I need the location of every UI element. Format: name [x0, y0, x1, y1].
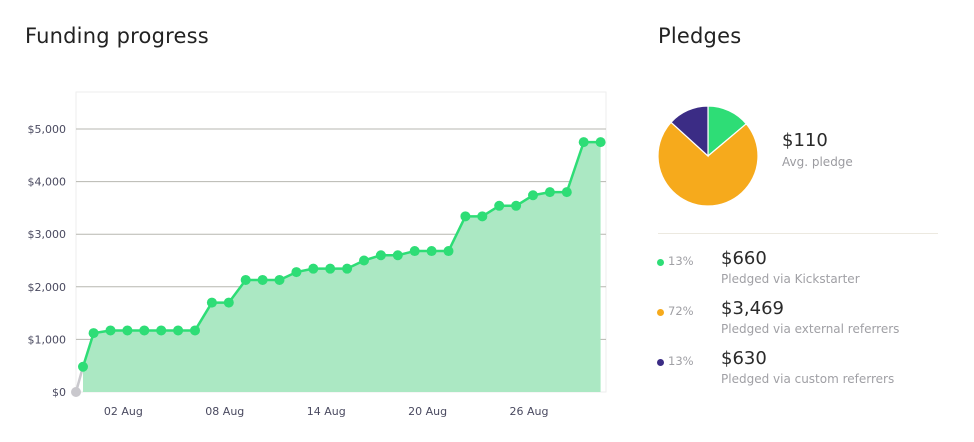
legend-dot-icon [657, 259, 664, 266]
pie-slice [670, 105, 709, 158]
data-point [392, 250, 403, 261]
pledge-label: Pledged via external referrers [721, 322, 900, 336]
pledge-amount: $630 [721, 348, 767, 369]
data-point [139, 325, 150, 336]
data-point [359, 255, 369, 266]
x-tick-label: 20 Aug [408, 405, 447, 418]
data-point [578, 137, 589, 148]
data-point [325, 263, 336, 274]
pledge-percent: 72% [668, 304, 694, 318]
y-tick-label: $4,000 [28, 176, 67, 189]
data-point [291, 267, 302, 278]
data-point [544, 187, 555, 198]
data-point [561, 187, 572, 198]
data-point [122, 325, 133, 336]
data-point [511, 200, 522, 211]
pledge-label: Pledged via Kickstarter [721, 272, 860, 286]
data-point [342, 263, 353, 274]
data-point [78, 361, 88, 372]
pledge-row-external: 72% $3,469 Pledged via external referrer… [657, 290, 957, 340]
y-tick-label: $0 [52, 386, 66, 399]
funding-chart: $0 $1,000 $2,000 $3,000 $4,000 $5,000 02 Aug 08… [28, 91, 607, 418]
data-point [477, 211, 488, 222]
data-point [223, 297, 234, 308]
divider [658, 233, 938, 234]
data-point [528, 190, 538, 201]
data-point [156, 325, 167, 336]
data-point [257, 274, 268, 285]
data-point [105, 325, 116, 336]
data-point [308, 263, 319, 274]
pledge-amount: $660 [721, 248, 767, 269]
area-fill [83, 142, 601, 392]
data-point [206, 297, 217, 308]
avg-pledge-value: $110 [782, 130, 828, 151]
legend-dot-icon [657, 309, 664, 316]
x-tick-label: 26 Aug [510, 405, 549, 418]
data-point [190, 325, 200, 336]
x-tick-label: 02 Aug [104, 405, 143, 418]
pledge-row-kickstarter: 13% $660 Pledged via Kickstarter [657, 240, 957, 290]
pledges-title: Pledges [658, 24, 742, 48]
data-point [274, 274, 285, 285]
x-tick-label: 14 Aug [307, 405, 346, 418]
pledge-label: Pledged via custom referrers [721, 372, 895, 386]
y-tick-label: $2,000 [28, 281, 67, 294]
data-point [426, 246, 437, 257]
data-point [88, 328, 99, 339]
data-point [443, 246, 454, 257]
data-point [494, 200, 505, 211]
data-point [240, 274, 251, 285]
y-tick-label: $3,000 [28, 228, 67, 241]
pledges-pie-chart [657, 105, 759, 207]
legend-dot-icon [657, 359, 664, 366]
pledge-percent: 13% [668, 254, 694, 268]
avg-pledge-label: Avg. pledge [782, 155, 853, 169]
funding-title: Funding progress [25, 24, 209, 48]
pledge-row-custom: 13% $630 Pledged via custom referrers [657, 340, 957, 390]
pie-slice [657, 121, 759, 207]
pledge-percent: 13% [668, 354, 694, 368]
data-point [409, 246, 420, 257]
y-tick-label: $1,000 [28, 333, 67, 346]
y-tick-label: $5,000 [28, 123, 67, 136]
data-point [595, 137, 606, 148]
data-point [173, 325, 184, 336]
start-point [71, 387, 81, 397]
pledge-amount: $3,469 [721, 298, 784, 319]
x-tick-label: 08 Aug [205, 405, 244, 418]
data-point [460, 211, 471, 222]
data-point [375, 250, 386, 261]
